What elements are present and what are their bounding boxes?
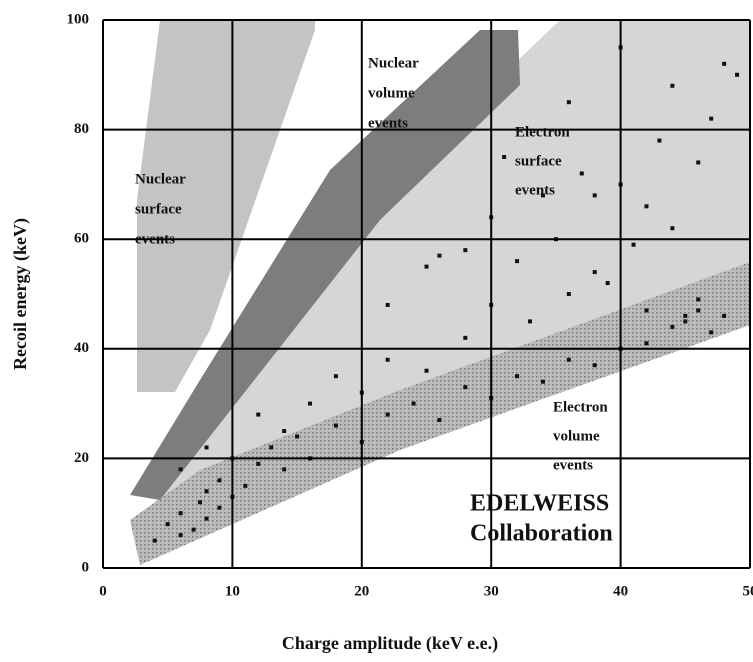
point bbox=[722, 313, 727, 318]
point bbox=[165, 522, 170, 527]
point bbox=[722, 61, 727, 66]
point bbox=[657, 138, 662, 143]
annotation: Electron bbox=[553, 399, 608, 415]
point bbox=[243, 483, 248, 488]
point bbox=[333, 423, 338, 428]
x-tick-label: 30 bbox=[484, 583, 499, 599]
point bbox=[696, 297, 701, 302]
x-tick-label: 40 bbox=[613, 583, 628, 599]
annotation: events bbox=[368, 115, 408, 131]
point bbox=[592, 193, 597, 198]
y-tick-label: 80 bbox=[74, 121, 89, 137]
point bbox=[204, 445, 209, 450]
y-tick-label: 100 bbox=[67, 11, 90, 27]
region-nuclear-volume bbox=[130, 30, 520, 500]
point bbox=[540, 379, 545, 384]
x-axis-title: Charge amplitude (keV e.e.) bbox=[282, 633, 498, 654]
point bbox=[308, 401, 313, 406]
point bbox=[579, 171, 584, 176]
point bbox=[644, 308, 649, 313]
region-electron-surface bbox=[145, 20, 750, 535]
point bbox=[282, 429, 287, 433]
point bbox=[566, 100, 571, 105]
point bbox=[178, 533, 183, 538]
point bbox=[217, 478, 222, 483]
point bbox=[152, 538, 157, 543]
point bbox=[191, 527, 196, 532]
point bbox=[709, 116, 714, 121]
annotation: volume bbox=[368, 85, 415, 101]
x-tick-label: 10 bbox=[225, 583, 240, 599]
point bbox=[670, 83, 675, 88]
y-tick-label: 0 bbox=[82, 559, 90, 575]
point bbox=[528, 319, 533, 324]
point bbox=[566, 292, 571, 296]
point bbox=[424, 368, 429, 373]
annotation: events bbox=[515, 182, 555, 198]
y-axis-title: Recoil energy (keV) bbox=[10, 218, 31, 370]
region-electron-volume bbox=[130, 262, 750, 565]
annotation: Collaboration bbox=[470, 521, 613, 547]
annotation: surface bbox=[135, 201, 182, 217]
point bbox=[644, 204, 649, 209]
point bbox=[644, 341, 649, 346]
point bbox=[592, 270, 597, 275]
point bbox=[696, 308, 701, 313]
point bbox=[683, 313, 688, 318]
region-nuclear-surface bbox=[137, 20, 315, 392]
annotation: Nuclear bbox=[135, 171, 186, 187]
annotation: volume bbox=[553, 428, 600, 444]
point bbox=[333, 374, 338, 379]
point bbox=[463, 335, 468, 340]
point bbox=[269, 445, 274, 450]
annotation: surface bbox=[515, 153, 562, 169]
y-tick-label: 40 bbox=[74, 340, 89, 356]
point bbox=[204, 516, 209, 521]
point bbox=[437, 418, 442, 423]
point bbox=[696, 160, 701, 165]
point bbox=[198, 500, 203, 505]
x-tick-label: 50 bbox=[743, 583, 753, 599]
point bbox=[295, 434, 300, 439]
point bbox=[670, 324, 675, 329]
point bbox=[256, 412, 261, 417]
point bbox=[735, 72, 740, 77]
point bbox=[424, 264, 429, 269]
point bbox=[411, 401, 416, 406]
point bbox=[385, 357, 390, 362]
point bbox=[566, 357, 571, 362]
point bbox=[204, 489, 209, 494]
point bbox=[178, 467, 183, 472]
y-tick-label: 60 bbox=[74, 231, 89, 247]
point bbox=[385, 302, 390, 307]
point bbox=[540, 193, 545, 198]
point bbox=[385, 412, 390, 417]
point bbox=[282, 467, 287, 472]
annotation: EDELWEISS bbox=[470, 491, 609, 517]
point bbox=[463, 385, 468, 390]
annotation: Nuclear bbox=[368, 55, 419, 71]
point bbox=[683, 319, 688, 324]
point bbox=[670, 226, 675, 231]
point bbox=[256, 461, 261, 466]
x-tick-label: 20 bbox=[354, 583, 369, 599]
x-tick-label: 0 bbox=[99, 583, 107, 599]
y-tick-label: 20 bbox=[74, 450, 89, 466]
annotation: events bbox=[553, 457, 593, 473]
point bbox=[178, 511, 183, 516]
point bbox=[502, 155, 507, 159]
point bbox=[592, 363, 597, 368]
point bbox=[605, 281, 610, 286]
point bbox=[631, 242, 636, 247]
point bbox=[709, 330, 714, 335]
point bbox=[515, 374, 520, 379]
point bbox=[437, 253, 442, 258]
point bbox=[515, 259, 520, 264]
annotation: Electron bbox=[515, 124, 570, 140]
point bbox=[463, 248, 468, 253]
point bbox=[217, 505, 222, 510]
